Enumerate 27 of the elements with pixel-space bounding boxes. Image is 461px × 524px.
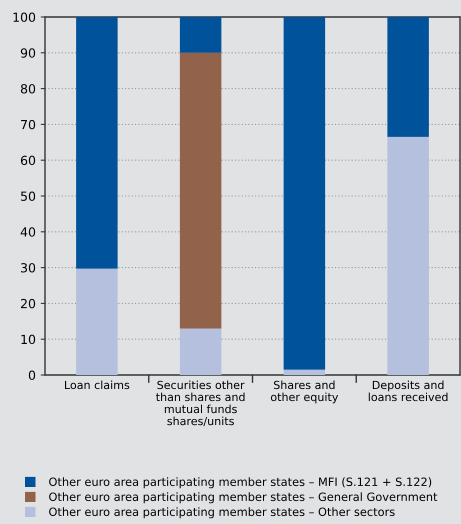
legend-label: Other euro area participating member states – Other sectors <box>49 507 395 518</box>
y-tick-label: 90 <box>20 48 36 58</box>
bar <box>76 268 118 375</box>
bar <box>387 17 429 137</box>
x-tick-label: Deposits and loans received <box>368 380 448 402</box>
y-tick-label: 20 <box>20 298 36 308</box>
y-tick-label: 60 <box>20 156 36 166</box>
bar <box>284 370 326 375</box>
y-tick-label: 80 <box>20 84 36 94</box>
bar <box>180 17 222 53</box>
bar <box>180 328 222 375</box>
bar <box>180 52 222 328</box>
y-tick-label: 100 <box>13 12 36 22</box>
bar <box>387 136 429 375</box>
bar <box>284 17 326 370</box>
bar <box>76 17 118 269</box>
legend-label: Other euro area participating member states – MFI (S.121 + S.122) <box>49 477 432 488</box>
y-tick-label: 10 <box>21 334 36 344</box>
x-tick-label: Securities other than shares and mutual funds shares/units <box>156 380 245 426</box>
y-tick-label: 50 <box>21 191 36 201</box>
legend-label: Other euro area participating member states – General Government <box>49 492 438 504</box>
y-tick-label: 70 <box>21 120 36 130</box>
x-tick-label: Loan claims <box>65 380 130 390</box>
y-tick-label: 40 <box>20 227 36 237</box>
y-tick-label: 0 <box>28 370 36 380</box>
y-tick-label: 30 <box>21 263 36 273</box>
x-tick-label: Shares and other equity <box>270 380 338 404</box>
